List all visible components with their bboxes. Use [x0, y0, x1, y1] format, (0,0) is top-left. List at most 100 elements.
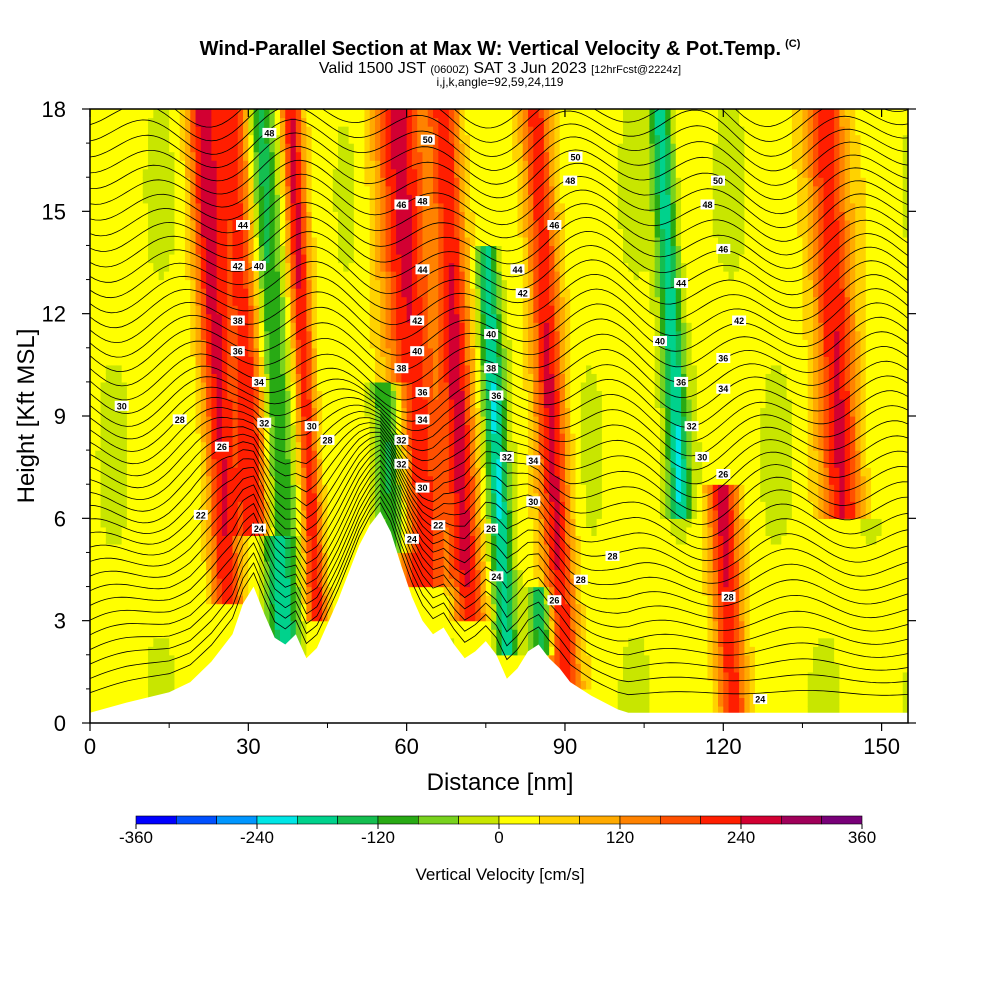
velocity-cell: [448, 603, 455, 613]
velocity-cell: [90, 484, 96, 494]
velocity-cell: [179, 603, 186, 613]
velocity-cell: [274, 407, 281, 417]
velocity-cell: [332, 288, 339, 298]
velocity-cell: [380, 509, 387, 519]
velocity-cell: [190, 313, 197, 323]
velocity-cell: [433, 416, 439, 426]
velocity-cell: [100, 219, 107, 229]
velocity-cell: [221, 236, 228, 247]
velocity-cell: [264, 603, 271, 613]
velocity-cell: [285, 518, 292, 528]
velocity-cell: [290, 253, 297, 264]
velocity-cell: [406, 279, 413, 289]
velocity-cell: [433, 202, 439, 212]
velocity-cell: [422, 603, 429, 613]
velocity-cell: [332, 245, 339, 255]
velocity-cell: [369, 253, 376, 264]
velocity-cell: [169, 262, 176, 272]
velocity-cell: [427, 501, 434, 511]
velocity-cell: [142, 296, 149, 306]
velocity-cell: [390, 347, 397, 357]
velocity-cell: [316, 330, 323, 340]
velocity-cell: [396, 126, 402, 136]
velocity-cell: [385, 168, 392, 178]
velocity-cell: [184, 654, 191, 664]
velocity-cell: [184, 450, 191, 460]
velocity-cell: [385, 262, 392, 272]
velocity-cell: [200, 620, 207, 630]
velocity-cell: [90, 262, 96, 272]
velocity-cell: [174, 347, 181, 357]
velocity-cell: [374, 151, 381, 161]
velocity-cell: [174, 663, 181, 673]
velocity-cell: [401, 330, 408, 340]
velocity-cell: [121, 134, 128, 144]
velocity-cell: [153, 151, 160, 161]
velocity-cell: [142, 228, 149, 238]
velocity-cell: [396, 279, 402, 289]
velocity-cell: [126, 441, 133, 451]
velocity-cell: [163, 526, 170, 536]
velocity-cell: [142, 253, 149, 264]
velocity-cell: [111, 535, 117, 545]
velocity-cell: [311, 219, 318, 229]
velocity-cell: [406, 492, 413, 502]
velocity-cell: [132, 202, 139, 212]
velocity-cell: [359, 228, 366, 238]
velocity-cell: [95, 339, 102, 349]
velocity-cell: [316, 313, 323, 323]
velocity-cell: [406, 253, 413, 264]
velocity-cell: [253, 518, 260, 528]
velocity-cell: [274, 595, 281, 605]
velocity-cell: [195, 219, 202, 229]
velocity-cell: [364, 236, 371, 247]
velocity-cell: [95, 475, 102, 485]
velocity-cell: [448, 629, 455, 639]
velocity-cell: [190, 364, 197, 374]
velocity-cell: [105, 347, 112, 357]
velocity-cell: [211, 364, 218, 374]
velocity-cell: [295, 219, 302, 229]
velocity-cell: [95, 578, 102, 588]
velocity-cell: [200, 364, 207, 374]
velocity-cell: [126, 663, 133, 673]
velocity-cell: [353, 271, 360, 281]
velocity-cell: [285, 194, 292, 204]
velocity-cell: [211, 143, 218, 153]
velocity-cell: [163, 279, 170, 289]
velocity-cell: [148, 253, 154, 264]
velocity-cell: [163, 603, 170, 613]
velocity-cell: [132, 364, 139, 374]
velocity-cell: [332, 211, 339, 221]
velocity-cell: [311, 543, 318, 554]
velocity-cell: [243, 543, 249, 554]
velocity-cell: [116, 620, 123, 630]
velocity-cell: [338, 288, 344, 298]
velocity-cell: [417, 560, 424, 571]
velocity-cell: [184, 407, 191, 417]
velocity-cell: [253, 160, 260, 170]
velocity-cell: [116, 271, 123, 281]
velocity-cell: [200, 296, 207, 306]
velocity-cell: [417, 330, 424, 340]
velocity-cell: [116, 330, 123, 340]
velocity-cell: [380, 211, 387, 221]
velocity-cell: [126, 288, 133, 298]
velocity-cell: [338, 407, 344, 417]
velocity-cell: [385, 296, 392, 306]
velocity-cell: [216, 646, 223, 656]
velocity-cell: [105, 526, 112, 536]
velocity-cell: [338, 211, 344, 221]
velocity-cell: [206, 424, 212, 434]
velocity-cell: [221, 143, 228, 153]
velocity-cell: [264, 347, 271, 357]
velocity-cell: [301, 126, 307, 136]
velocity-cell: [427, 151, 434, 161]
velocity-cell: [369, 458, 376, 468]
velocity-cell: [322, 134, 329, 144]
velocity-cell: [438, 595, 445, 605]
velocity-cell: [427, 467, 434, 477]
velocity-cell: [95, 501, 102, 511]
velocity-cell: [111, 219, 117, 229]
velocity-cell: [258, 450, 265, 460]
